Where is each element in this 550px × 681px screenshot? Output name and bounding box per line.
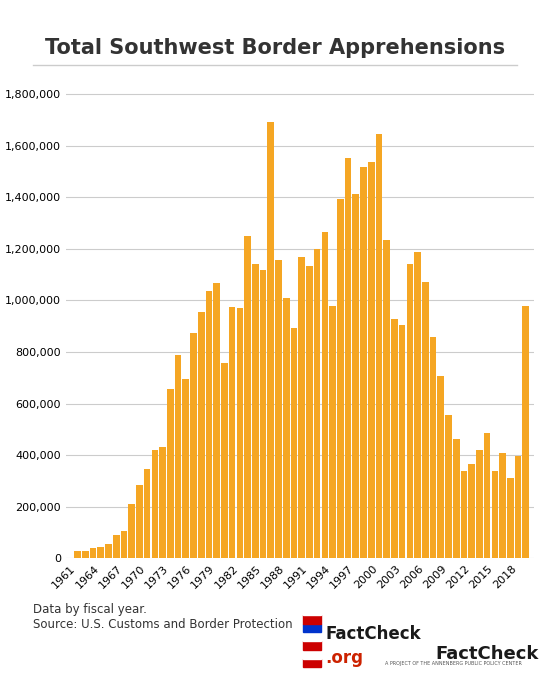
Bar xyxy=(492,471,498,558)
Bar xyxy=(105,544,112,558)
Bar xyxy=(160,447,166,558)
Bar xyxy=(499,453,506,558)
Bar xyxy=(252,264,258,558)
Bar xyxy=(128,504,135,558)
Bar xyxy=(302,650,321,659)
Bar xyxy=(469,464,475,558)
Bar xyxy=(299,257,305,558)
Bar xyxy=(236,308,243,558)
Bar xyxy=(368,162,375,558)
Bar xyxy=(383,240,390,558)
Bar xyxy=(90,548,96,558)
Bar xyxy=(267,122,274,558)
Bar xyxy=(422,282,428,558)
Bar xyxy=(406,264,413,558)
Bar xyxy=(74,552,81,558)
Bar xyxy=(322,232,328,558)
Bar xyxy=(283,298,289,558)
Bar xyxy=(453,439,459,558)
Bar xyxy=(391,319,398,558)
Bar xyxy=(244,236,251,558)
Bar xyxy=(97,548,104,558)
Bar xyxy=(229,307,235,558)
Bar xyxy=(302,606,321,615)
Bar xyxy=(206,291,212,558)
Bar xyxy=(175,355,182,558)
Bar xyxy=(302,659,321,667)
Text: Total Southwest Border Apprehensions: Total Southwest Border Apprehensions xyxy=(45,37,505,58)
Bar xyxy=(314,249,321,558)
Bar xyxy=(260,270,266,558)
Bar xyxy=(136,485,142,558)
Bar xyxy=(376,134,382,558)
Bar xyxy=(302,615,321,624)
Bar xyxy=(152,450,158,558)
Bar xyxy=(507,479,514,558)
Bar xyxy=(167,390,174,558)
Bar xyxy=(213,283,220,558)
Bar xyxy=(522,306,529,558)
Bar xyxy=(353,194,359,558)
Bar xyxy=(302,624,321,633)
Bar xyxy=(190,332,197,558)
Bar xyxy=(120,530,127,558)
Bar xyxy=(399,325,405,558)
Bar xyxy=(329,306,336,558)
Bar xyxy=(445,415,452,558)
Bar xyxy=(302,641,321,650)
Text: A PROJECT OF THE ANNENBERG PUBLIC POLICY CENTER: A PROJECT OF THE ANNENBERG PUBLIC POLICY… xyxy=(385,661,522,666)
Bar xyxy=(144,469,150,558)
Bar xyxy=(306,266,313,558)
Text: FactCheck: FactCheck xyxy=(436,645,539,663)
Bar xyxy=(198,312,205,558)
Bar xyxy=(430,337,436,558)
Bar xyxy=(461,471,468,558)
Bar xyxy=(360,168,367,558)
Bar xyxy=(290,328,297,558)
Bar xyxy=(82,551,89,558)
Bar xyxy=(183,379,189,558)
Bar xyxy=(484,432,491,558)
Text: Data by fiscal year.
Source: U.S. Customs and Border Protection: Data by fiscal year. Source: U.S. Custom… xyxy=(33,603,293,631)
Bar xyxy=(337,199,344,558)
Bar xyxy=(275,259,282,558)
Text: FactCheck: FactCheck xyxy=(326,624,421,643)
Bar xyxy=(345,159,351,558)
Bar xyxy=(515,456,521,558)
Bar xyxy=(221,362,228,558)
Bar xyxy=(437,377,444,558)
Bar xyxy=(476,450,483,558)
Bar xyxy=(113,535,119,558)
Bar xyxy=(414,251,421,558)
Text: .org: .org xyxy=(326,649,364,667)
Bar xyxy=(302,633,321,641)
